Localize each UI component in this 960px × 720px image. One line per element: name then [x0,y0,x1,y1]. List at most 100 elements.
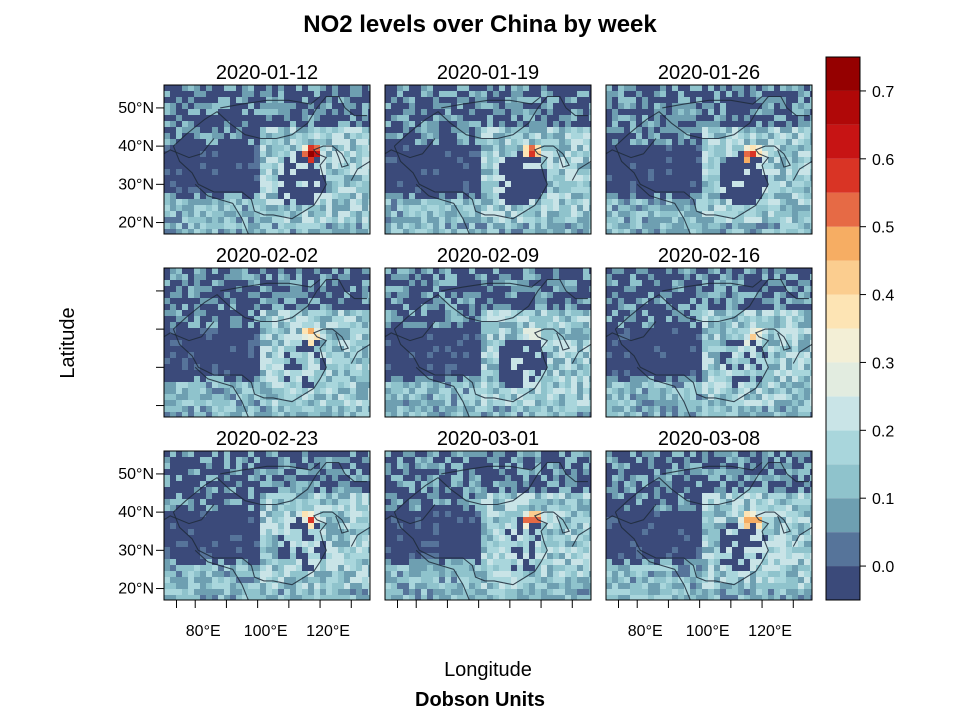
heat-cell [553,493,559,499]
heat-cell [344,394,350,400]
heat-cell [714,493,720,499]
heat-cell [708,316,714,322]
heat-cell [738,400,744,406]
heat-cell [547,91,553,97]
panel-title: 2020-01-12 [216,62,318,84]
heat-cell [523,499,529,505]
heat-cell [403,274,409,280]
heat-cell [708,199,714,205]
heat-cell [212,316,218,322]
heat-cell [362,217,368,223]
heat-cell [248,394,254,400]
heat-cell [553,499,559,505]
heat-cell [320,127,326,133]
border-line [220,462,321,475]
heat-cell [433,493,439,499]
heat-cell [499,499,505,505]
heat-cell [481,583,487,589]
heat-cell [684,487,690,493]
heat-cell [559,394,565,400]
heat-cell [284,145,290,151]
heat-cell [188,97,194,103]
heat-cell [541,394,547,400]
heat-cell [756,535,762,541]
heat-cell [762,217,768,223]
heat-cell [242,595,248,600]
heat-cell [547,109,553,115]
heat-cell [499,199,505,205]
heat-cell [338,499,344,505]
heat-cell [266,85,272,91]
heat-cell [571,205,577,211]
heat-cell [475,412,481,417]
heat-cell [678,412,684,417]
heat-cell [164,205,170,211]
heat-cell [606,394,612,400]
heat-cell [571,583,577,589]
border-line [393,511,504,584]
heat-cell [606,388,612,394]
heat-cell [541,199,547,205]
heat-cell [577,412,583,417]
heat-cell [212,400,218,406]
heat-cell [798,412,804,417]
heat-cell [385,316,391,322]
heat-cell [589,286,591,292]
heat-cell [230,268,236,274]
heat-cell [481,400,487,406]
heat-cell [403,229,409,234]
heat-cell [290,382,296,388]
heat-cell [804,469,810,475]
heat-cell [260,298,266,304]
heat-cell [660,223,666,229]
heat-cell [642,199,648,205]
heat-cell [188,229,194,234]
heat-cell [720,223,726,229]
heat-cell [636,553,642,559]
heat-cell [242,583,248,589]
heat-cell [756,223,762,229]
heat-cell [708,523,714,529]
heat-cell [660,211,666,217]
heat-cell [302,145,308,151]
heat-cells [606,451,812,600]
heat-cell [487,535,493,541]
heat-cell [409,400,415,406]
heat-cell [565,475,571,481]
heat-cell [720,133,726,139]
heat-cell [553,211,559,217]
heat-cell [397,382,403,388]
heat-cell [583,211,589,217]
heat-cell [535,388,541,394]
heat-cell [397,298,403,304]
heat-cell [774,400,780,406]
heat-cell [798,394,804,400]
heat-cell [517,145,523,151]
heat-cell [702,145,708,151]
heat-cell [577,334,583,340]
heat-cell [368,553,370,559]
heat-cell [200,583,206,589]
heat-cell [242,268,248,274]
heat-cell [744,394,750,400]
heat-cell [326,310,332,316]
heat-cell [774,499,780,505]
heat-cell [272,298,278,304]
heat-cell [798,169,804,175]
heat-cell [696,394,702,400]
heat-cell [726,274,732,280]
heat-cell [200,223,206,229]
panel-title: 2020-02-09 [437,245,539,267]
heat-cell [260,217,266,223]
heat-cell [290,481,296,487]
heat-cell [164,577,170,583]
heat-cell [403,322,409,328]
heat-cell [589,511,591,517]
heat-cell [684,475,690,481]
heat-cell [409,205,415,211]
heat-cell [547,157,553,163]
heat-cell [332,565,338,571]
heat-cell [344,229,350,234]
heat-cell [756,292,762,298]
heat-cell [368,187,370,193]
